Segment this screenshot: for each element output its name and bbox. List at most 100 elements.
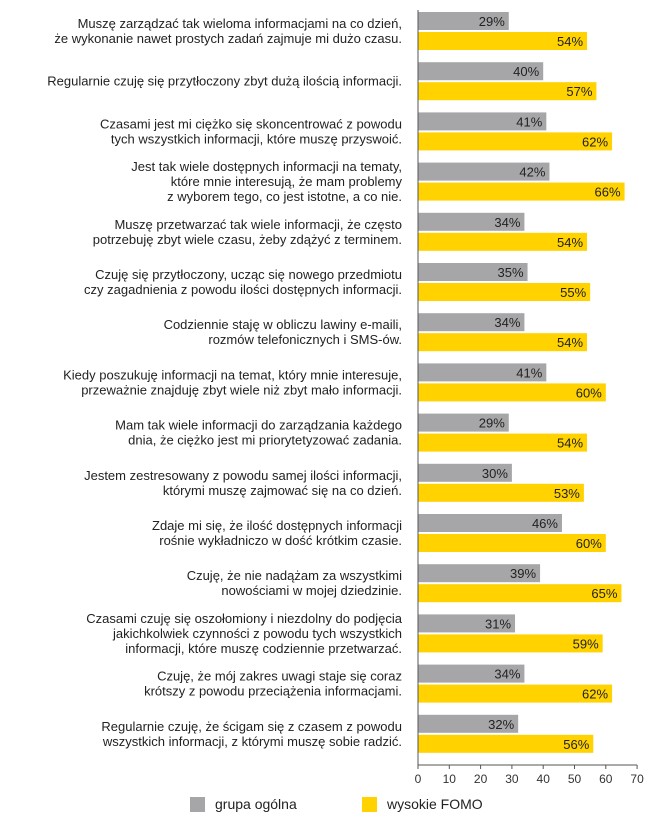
category-label-line: jakichkolwiek czynności z powodu tych ws… (112, 626, 402, 641)
data-label-wysokie-fomo: 54% (557, 335, 583, 350)
category-label-line: którymi muszę zajmować się na co dzień. (163, 483, 402, 498)
data-label-wysokie-fomo: 65% (591, 586, 617, 601)
x-tick-label: 60 (599, 772, 613, 786)
data-label-grupa-ogolna: 35% (498, 265, 524, 280)
category-label-line: wszystkich informacji, z którymi muszę s… (102, 734, 402, 749)
category-label: Czuję, że mój zakres uwagi staje się cor… (144, 669, 402, 699)
x-tick-label: 40 (537, 772, 551, 786)
bar-wysokie-fomo (418, 734, 594, 753)
bar-wysokie-fomo (418, 132, 613, 151)
data-label-grupa-ogolna: 41% (516, 114, 542, 129)
data-label-grupa-ogolna: 30% (482, 466, 508, 481)
category-label-line: krótszy z powodu przeciążenia informacja… (144, 684, 402, 699)
bar-wysokie-fomo (418, 82, 597, 101)
category-label-line: Muszę zarządzać tak wieloma informacjami… (78, 16, 402, 31)
bar-grupa-ogolna (418, 614, 516, 633)
category-label-line: informacji, które muszę codziennie przet… (125, 641, 402, 656)
legend-item-grupa-ogolna: grupa ogólna (190, 796, 297, 812)
category-label-line: potrzebuję zbyt wiele czasu, żeby zdążyć… (93, 232, 402, 247)
bar-grupa-ogolna (418, 212, 525, 231)
category-label-line: Czasami czuję się oszołomiony i niezdoln… (86, 611, 403, 626)
category-label: Jestem zestresowany z powodu samej ilośc… (84, 468, 402, 498)
data-label-wysokie-fomo: 54% (557, 34, 583, 49)
category-label-line: Jest tak wiele dostępnych informacji na … (131, 159, 402, 174)
category-label-line: Czuję, że nie nadążam za wszystkimi (187, 568, 402, 583)
category-label: Muszę zarządzać tak wieloma informacjami… (54, 16, 402, 46)
data-label-grupa-ogolna: 46% (532, 516, 558, 531)
bar-wysokie-fomo (418, 383, 606, 402)
bar-grupa-ogolna (418, 514, 562, 532)
bar-wysokie-fomo (418, 232, 588, 251)
data-label-grupa-ogolna: 42% (519, 165, 545, 180)
category-label: Mam tak wiele informacji do zarządzania … (115, 418, 402, 448)
x-tick-label: 70 (630, 772, 644, 786)
category-label: Czasami jest mi ciężko się skoncentrować… (100, 116, 402, 146)
category-label-line: Czuję się przytłoczony, ucząc się nowego… (95, 267, 402, 282)
category-label-line: Czasami jest mi ciężko się skoncentrować… (100, 116, 402, 131)
bar-wysokie-fomo (418, 433, 588, 452)
data-label-wysokie-fomo: 60% (576, 536, 602, 551)
x-tick-label: 20 (474, 772, 488, 786)
bar-grupa-ogolna (418, 263, 528, 281)
bar-wysokie-fomo (418, 333, 588, 352)
bar-grupa-ogolna (418, 463, 512, 482)
category-label-line: Regularnie czuję się przytłoczony zbyt d… (47, 74, 402, 89)
bar-wysokie-fomo (418, 584, 622, 603)
category-label-line: Muszę przetwarzać tak wiele informacji, … (114, 217, 402, 232)
category-label: Kiedy poszukuję informacji na temat, któ… (63, 367, 402, 397)
category-label: Czuję, że nie nadążam za wszystkimi nowoś… (187, 568, 402, 598)
category-label-line: tych wszystkich informacji, które muszę … (111, 131, 402, 146)
data-label-grupa-ogolna: 29% (479, 416, 505, 431)
legend-swatch-grupa-ogolna (190, 796, 205, 812)
data-label-wysokie-fomo: 60% (576, 385, 602, 400)
category-label-line: czy zagadnienia z powodu ilości dostępny… (84, 282, 402, 297)
bar-wysokie-fomo (418, 534, 606, 552)
bars: 29% 54% 40% 57% 41% 62% 42% 66% 34% 54% 35% 55% 34% 5… (418, 12, 625, 753)
data-label-wysokie-fomo: 56% (563, 737, 589, 752)
bar-grupa-ogolna (418, 313, 525, 332)
x-tick-label: 0 (415, 772, 422, 786)
x-tick-label: 10 (443, 772, 457, 786)
data-label-grupa-ogolna: 39% (510, 566, 536, 581)
category-label-line: że wykonanie nawet prostych zadań zajmuj… (54, 31, 402, 46)
data-label-wysokie-fomo: 53% (554, 486, 580, 501)
bar-grupa-ogolna (418, 664, 525, 683)
category-label-line: dnia, że ciężko jest mi priorytetyzować … (128, 433, 402, 448)
data-label-wysokie-fomo: 54% (557, 436, 583, 451)
category-label-line: Zdaje mi się, że ilość dostępnych inform… (152, 518, 402, 533)
legend: grupa ogólna wysokie FOMO (0, 796, 655, 826)
legend-item-wysokie-fomo: wysokie FOMO (362, 796, 483, 812)
category-label: Zdaje mi się, że ilość dostępnych inform… (152, 518, 402, 548)
bar-grupa-ogolna (418, 714, 519, 733)
bar-grupa-ogolna (418, 112, 547, 131)
bar-wysokie-fomo (418, 634, 603, 653)
category-label-line: Codziennie staję w obliczu lawiny e-mail… (164, 317, 402, 332)
bar-wysokie-fomo (418, 684, 613, 703)
bar-grupa-ogolna (418, 12, 509, 30)
data-label-wysokie-fomo: 62% (582, 687, 608, 702)
data-label-wysokie-fomo: 55% (560, 285, 586, 300)
data-label-grupa-ogolna: 34% (494, 215, 520, 230)
category-label-line: które mnie interesują, że mam problemy (171, 174, 403, 189)
bar-wysokie-fomo (418, 32, 588, 50)
category-label: Regularnie czuję się przytłoczony zbyt d… (47, 74, 402, 89)
category-label: Jest tak wiele dostępnych informacji na … (131, 159, 402, 204)
category-label-line: nowościami w mojej dziedzinie. (221, 583, 402, 598)
data-label-grupa-ogolna: 34% (494, 315, 520, 330)
data-label-wysokie-fomo: 57% (566, 84, 592, 99)
category-label-line: Regularnie czuję, że ścigam się z czasem… (101, 719, 402, 734)
data-label-wysokie-fomo: 54% (557, 235, 583, 250)
x-axis: 0 10 20 30 40 50 60 70 (415, 10, 644, 786)
category-label: Muszę przetwarzać tak wiele informacji, … (93, 217, 402, 247)
category-labels: Muszę zarządzać tak wieloma informacjami… (47, 16, 403, 749)
legend-swatch-wysokie-fomo (362, 796, 377, 812)
data-label-wysokie-fomo: 62% (582, 134, 608, 149)
x-tick-label: 50 (568, 772, 582, 786)
legend-label-grupa-ogolna: grupa ogólna (215, 796, 297, 812)
data-label-grupa-ogolna: 34% (494, 667, 520, 682)
data-label-grupa-ogolna: 31% (485, 616, 511, 631)
data-label-wysokie-fomo: 59% (573, 636, 599, 651)
bar-wysokie-fomo (418, 483, 584, 502)
bar-grupa-ogolna (418, 413, 509, 432)
